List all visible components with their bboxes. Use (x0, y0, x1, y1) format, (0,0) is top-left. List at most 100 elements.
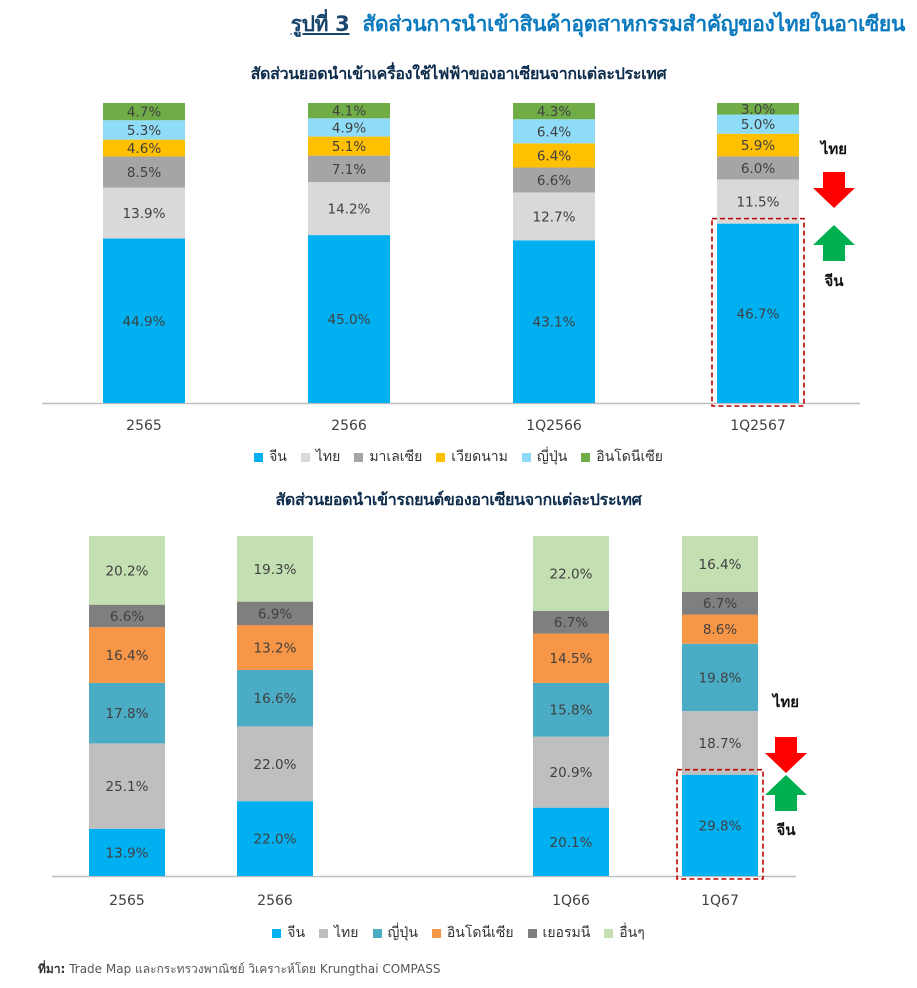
data-label: 25.1% (106, 779, 149, 795)
data-label: 4.6% (127, 141, 161, 157)
data-label: 6.9% (258, 606, 292, 622)
data-label: 19.8% (699, 670, 742, 686)
data-label: 18.7% (699, 736, 742, 752)
data-label: 5.3% (127, 123, 161, 139)
bar-segment (237, 536, 313, 602)
up-arrow-icon (765, 775, 807, 811)
bar-segment (103, 139, 185, 157)
bar-segment (717, 133, 799, 157)
data-label: 15.8% (550, 703, 593, 719)
down-arrow-label: ไทย (819, 139, 847, 158)
bar-segment (513, 103, 595, 120)
data-label: 16.4% (106, 648, 149, 664)
bar-segment (533, 610, 609, 634)
bar-segment (513, 192, 595, 241)
figure-title-text: สัดส่วนการนำเข้าสินค้าอุตสาหกรรมสำคัญของ… (362, 12, 906, 36)
data-label: 4.1% (332, 104, 366, 120)
legend-item: จีน (272, 922, 305, 944)
legend-item: ไทย (300, 446, 340, 468)
down-arrow-icon (813, 172, 855, 208)
x-tick-label: 2565 (126, 418, 162, 434)
data-label: 3.0% (741, 102, 775, 118)
bar-segment (717, 223, 799, 403)
up-arrow-label: จีน (824, 272, 844, 290)
down-arrow-label: ไทย (771, 692, 799, 711)
bar-segment (237, 601, 313, 626)
data-label: 11.5% (737, 195, 780, 211)
legend-item: เยอรมนี (527, 922, 590, 944)
bar-segment (308, 155, 390, 183)
data-label: 7.1% (332, 162, 366, 178)
bar-segment (237, 669, 313, 727)
data-label: 13.2% (254, 641, 297, 657)
data-label: 22.0% (254, 832, 297, 848)
legend-label: เวียดนาม (451, 449, 508, 465)
legend-label: อินโดนีเซีย (596, 449, 663, 465)
source-text: Trade Map และกระทรวงพาณิชย์ วิเคราะห์โดย… (69, 962, 441, 976)
bar-segment (717, 179, 799, 224)
data-label: 5.1% (332, 139, 366, 155)
legend-item: อินโดนีเซีย (431, 922, 514, 944)
x-tick-label: 1Q66 (552, 893, 590, 909)
x-tick-label: 2566 (257, 893, 293, 909)
bar-segment (682, 614, 758, 644)
x-tick-label: 2566 (331, 418, 367, 434)
legend-item: ญี่ปุ่น (521, 446, 567, 468)
bar-segment (717, 156, 799, 180)
data-label: 6.4% (537, 124, 571, 140)
data-label: 4.3% (537, 104, 571, 120)
data-label: 16.6% (254, 691, 297, 707)
x-tick-label: 1Q2566 (526, 418, 582, 434)
legend-swatch (300, 452, 310, 462)
legend-swatch (354, 452, 364, 462)
bar-segment (237, 801, 313, 876)
bar-segment (682, 711, 758, 775)
bar-segment (533, 807, 609, 876)
data-label: 45.0% (328, 312, 371, 328)
data-label: 22.0% (254, 757, 297, 773)
bar-segment (533, 633, 609, 683)
bar-segment (717, 103, 799, 115)
bar-segment (237, 625, 313, 670)
data-label: 13.9% (123, 206, 166, 222)
data-label: 20.2% (106, 563, 149, 579)
data-label: 6.7% (554, 615, 588, 631)
bar-segment (533, 682, 609, 737)
bar-segment (308, 136, 390, 156)
data-label: 5.9% (741, 138, 775, 154)
legend-item: อื่นๆ (604, 922, 645, 944)
bar-segment (103, 156, 185, 188)
figure-title: รูปที่ 3 สัดส่วนการนำเข้าสินค้าอุตสาหกรร… (291, 8, 906, 41)
bar-segment (308, 118, 390, 137)
legend-swatch (527, 928, 537, 938)
data-label: 44.9% (123, 314, 166, 330)
data-label: 19.3% (254, 562, 297, 578)
bar-segment (513, 240, 595, 403)
highlight-box (676, 768, 764, 880)
bar-segment (103, 103, 185, 121)
up-arrow-icon (813, 225, 855, 261)
bar-segment (89, 743, 165, 829)
data-label: 46.7% (737, 306, 780, 322)
bar-segment (533, 736, 609, 808)
legend-swatch (521, 452, 531, 462)
bar-segment (682, 591, 758, 615)
legend-swatch (581, 452, 591, 462)
x-tick-label: 1Q67 (701, 893, 739, 909)
data-label: 6.6% (110, 609, 144, 625)
chart-2-title: สัดส่วนยอดนำเข้ารถยนต์ของอาเซียนจากแต่ละ… (275, 490, 642, 509)
legend-label: จีน (287, 925, 306, 941)
data-label: 8.5% (127, 165, 161, 181)
chart-2-legend: จีน ไทย ญี่ปุ่น อินโดนีเซีย เยอรมนี อื่นๆ (0, 922, 917, 944)
legend-swatch (436, 452, 446, 462)
data-label: 14.5% (550, 651, 593, 667)
bar-segment (717, 114, 799, 134)
bar-segment (308, 103, 390, 119)
legend-item: อินโดนีเซีย (581, 446, 663, 468)
data-label: 29.8% (699, 818, 742, 834)
data-label: 20.9% (550, 765, 593, 781)
bar-segment (89, 682, 165, 744)
legend-label: ไทย (334, 925, 359, 941)
highlight-box (711, 217, 805, 407)
data-label: 6.4% (537, 148, 571, 164)
